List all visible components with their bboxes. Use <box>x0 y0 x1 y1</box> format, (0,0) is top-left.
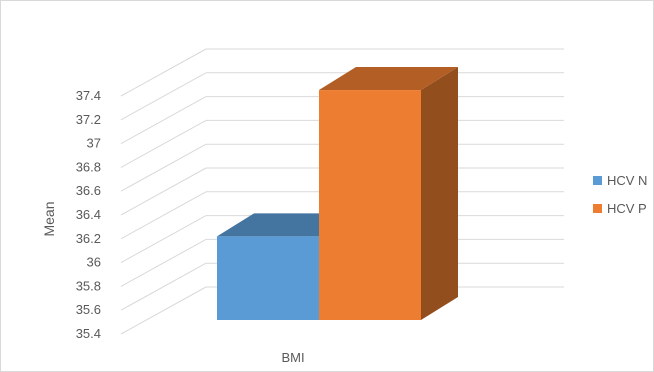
y-tick-label: 37.4 <box>76 88 101 103</box>
y-axis-title: Mean <box>41 201 57 236</box>
legend-swatch-hcv-p <box>593 204 602 213</box>
gridline-depth <box>120 48 207 97</box>
y-tick-label: 37 <box>87 136 101 151</box>
gridline-depth <box>120 119 207 168</box>
legend-swatch-hcv-n <box>593 176 602 185</box>
y-tick-label: 36.4 <box>76 207 101 222</box>
y-tick-label: 36.2 <box>76 231 101 246</box>
y-tick-label: 36.8 <box>76 159 101 174</box>
bar-hcv-p <box>319 90 421 320</box>
gridline-depth <box>120 238 207 287</box>
y-tick-label: 37.2 <box>76 112 101 127</box>
gridline-depth <box>120 262 207 311</box>
gridline-depth <box>120 167 207 216</box>
gridline-depth <box>120 286 207 335</box>
bar-hcv-n <box>217 236 319 320</box>
x-category-label: BMI <box>281 350 304 365</box>
gridline-depth <box>120 72 207 121</box>
legend-label-hcv-p: HCV P <box>607 201 647 216</box>
y-axis-ticks: 35.4 35.6 35.8 36 36.2 36.4 36.6 36.8 37 37.2 37.4 <box>76 88 101 341</box>
y-tick-label: 36 <box>87 255 101 270</box>
y-tick-label: 36.6 <box>76 183 101 198</box>
y-tick-label: 35.6 <box>76 302 101 317</box>
legend: HCV N HCV P <box>593 173 647 216</box>
gridline-depth <box>120 143 207 192</box>
gridline-depth <box>120 191 207 240</box>
bar-side-hcv-p <box>421 67 458 320</box>
y-tick-label: 35.4 <box>76 326 101 341</box>
gridline-depth <box>120 96 207 145</box>
y-tick-label: 35.8 <box>76 278 101 293</box>
bar-top-hcv-p <box>319 67 458 91</box>
legend-label-hcv-n: HCV N <box>607 173 647 188</box>
bars <box>217 67 458 320</box>
gridline-depth <box>120 215 207 264</box>
